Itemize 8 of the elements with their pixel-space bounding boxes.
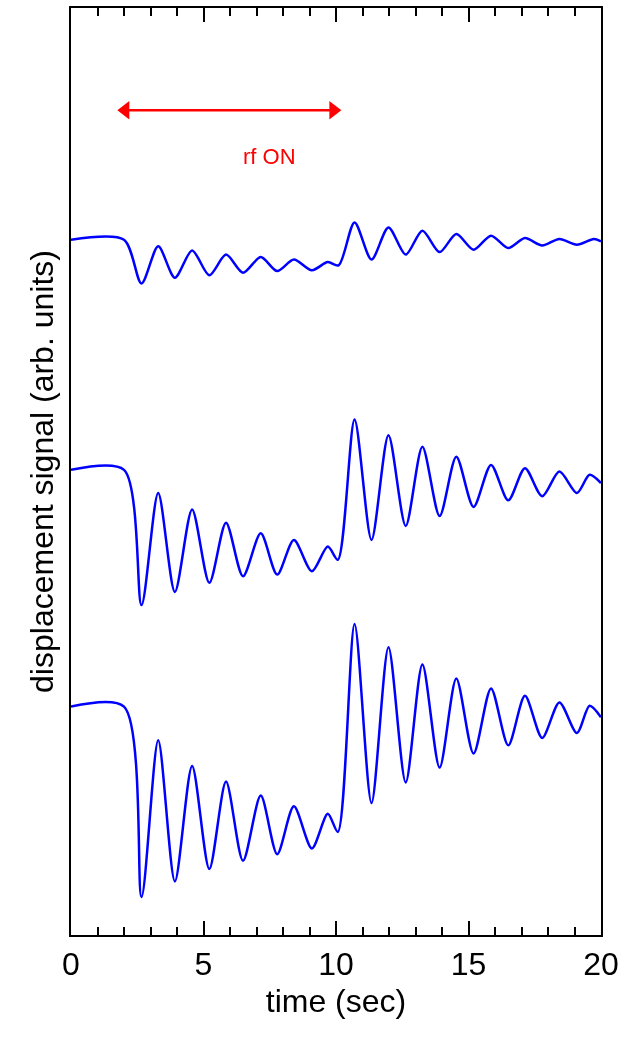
x-tick-label: 10	[318, 946, 354, 983]
y-axis-title: displacement signal (arb. units)	[23, 250, 60, 693]
annotation: rf ON	[243, 144, 296, 169]
x-tick-label: 0	[62, 946, 80, 983]
x-tick-label: 20	[583, 946, 619, 983]
x-axis-title: time (sec)	[265, 982, 407, 1019]
x-tick-label: 15	[450, 946, 487, 983]
x-tick-label: 5	[194, 946, 213, 983]
